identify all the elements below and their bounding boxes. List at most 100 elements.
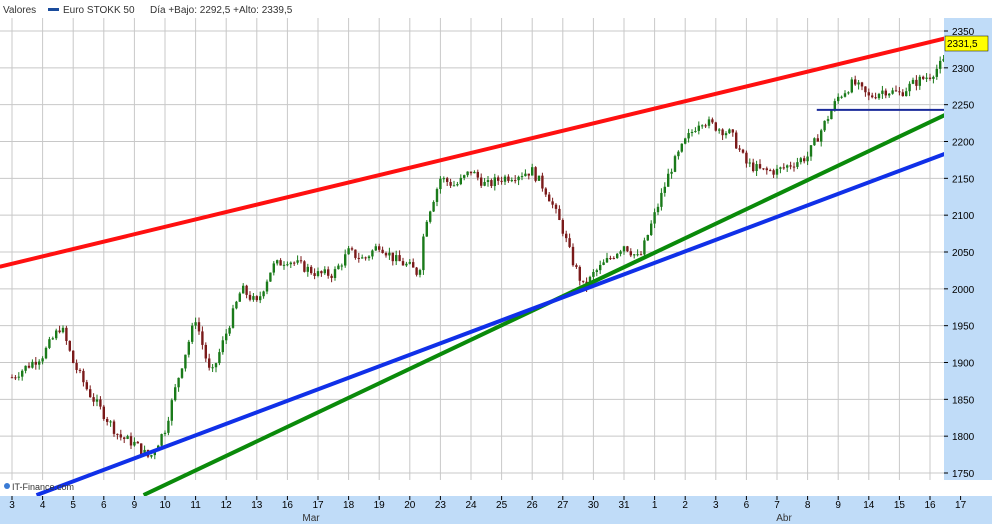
- candle-body: [650, 223, 653, 235]
- x-tick-label: 4: [40, 500, 46, 511]
- candle-body: [265, 281, 269, 292]
- candle-body: [707, 119, 711, 126]
- candle-body: [520, 176, 524, 178]
- candle-body: [922, 76, 925, 79]
- x-tick-label: 3: [9, 500, 15, 511]
- candle-body: [830, 110, 833, 120]
- candle-body: [871, 95, 874, 98]
- candle-body: [578, 266, 581, 281]
- candle-body: [476, 171, 479, 178]
- series-legend-swatch: [48, 8, 59, 11]
- candle-body: [690, 131, 694, 134]
- candle-body: [769, 170, 772, 172]
- candle-body: [551, 201, 554, 205]
- candle-body: [306, 266, 309, 272]
- candle-body: [891, 90, 894, 94]
- x-tick-label: 31: [618, 500, 630, 511]
- candle-body: [68, 340, 71, 351]
- candle-body: [881, 90, 884, 94]
- y-tick-label: 1950: [952, 322, 975, 333]
- candle-body: [167, 420, 170, 433]
- candle-body: [942, 58, 945, 61]
- header: Valores Euro STOKK 50 Día +Bajo: 2292,5 …: [3, 5, 293, 16]
- y-tick-label: 2200: [952, 138, 975, 149]
- candle-body: [592, 271, 595, 277]
- candle-body: [316, 271, 320, 276]
- candle-body: [575, 265, 578, 267]
- candle-body: [299, 260, 303, 262]
- candle-body: [731, 129, 734, 133]
- candle-body: [435, 189, 439, 202]
- candle-body: [398, 255, 401, 262]
- candle-body: [684, 138, 687, 144]
- candle-body: [636, 254, 639, 256]
- candle-body: [14, 377, 17, 379]
- candle-body: [527, 173, 530, 176]
- candle-body: [514, 180, 517, 182]
- candle-body: [51, 338, 54, 340]
- candle-body: [582, 280, 585, 282]
- candle-body: [701, 125, 704, 127]
- x-tick-label: 18: [343, 500, 355, 511]
- candle-body: [78, 369, 82, 371]
- y-tick-label: 2300: [952, 64, 975, 75]
- candle-body: [779, 167, 782, 169]
- candle-body: [201, 331, 204, 345]
- candle-body: [48, 339, 51, 348]
- candle-body: [483, 181, 486, 186]
- candle-body: [687, 133, 690, 139]
- candle-body: [82, 370, 85, 383]
- candle-body: [612, 258, 615, 260]
- logo-icon: [4, 483, 10, 489]
- candle-body: [643, 240, 646, 255]
- candle-body: [925, 77, 928, 79]
- x-tick-label: 26: [527, 500, 539, 511]
- candle-body: [293, 262, 296, 264]
- candle-body: [218, 352, 221, 364]
- candle-body: [786, 165, 789, 168]
- candle-body: [225, 333, 228, 341]
- x-tick-label: 16: [282, 500, 294, 511]
- candle-body: [490, 180, 493, 187]
- candle-body: [106, 418, 109, 422]
- candle-body: [55, 330, 58, 339]
- candle-body: [177, 377, 180, 388]
- candle-body: [136, 441, 139, 444]
- candle-body: [109, 421, 112, 423]
- candle-body: [357, 257, 360, 259]
- candle-body: [517, 176, 520, 181]
- candle-body: [238, 293, 241, 302]
- candle-body: [320, 271, 323, 274]
- candle-body: [775, 168, 779, 175]
- candle-body: [854, 79, 857, 85]
- candle-body: [735, 132, 738, 149]
- y-axis-panel: [944, 18, 992, 480]
- candle-body: [823, 120, 826, 131]
- y-tick-label: 2000: [952, 285, 975, 296]
- candle-body: [473, 171, 476, 174]
- candle-body: [282, 264, 286, 266]
- candle-body: [843, 93, 847, 97]
- candle-body: [150, 455, 153, 457]
- candle-body: [833, 101, 836, 111]
- candle-body: [415, 267, 418, 275]
- candle-body: [248, 294, 252, 300]
- candle-body: [31, 361, 34, 368]
- candle-body: [449, 181, 452, 186]
- candle-body: [170, 400, 173, 421]
- y-tick-label: 2100: [952, 211, 975, 222]
- candle-body: [531, 167, 534, 176]
- candle-body: [466, 171, 469, 176]
- x-tick-label: 1: [652, 500, 658, 511]
- candle-body: [296, 260, 299, 263]
- candle-body: [119, 434, 122, 438]
- candle-body: [75, 363, 78, 370]
- candle-body: [850, 79, 853, 93]
- x-tick-label: 24: [465, 500, 477, 511]
- trend-line-resistance-line: [0, 30, 971, 269]
- candle-body: [255, 296, 258, 301]
- candle-body: [697, 125, 700, 131]
- candle-body: [279, 260, 282, 266]
- x-tick-label: 14: [863, 500, 875, 511]
- y-tick-label: 2250: [952, 101, 975, 112]
